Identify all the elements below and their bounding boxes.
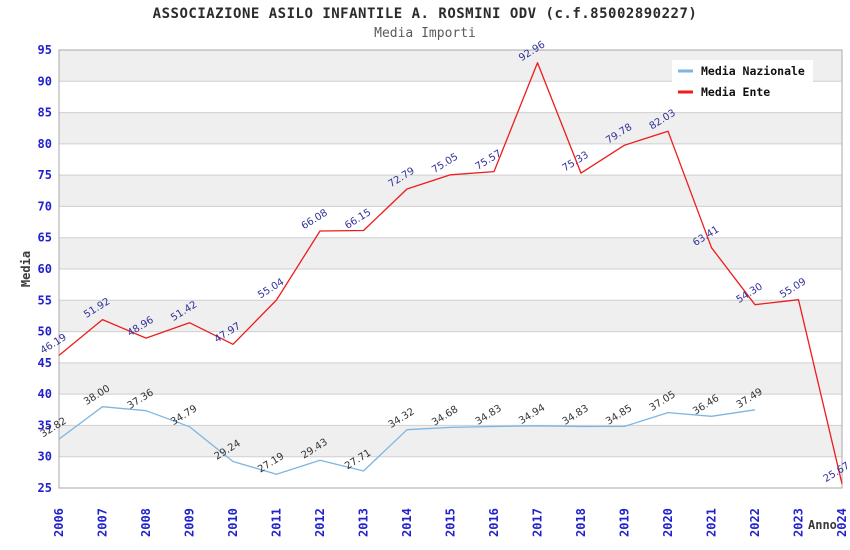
x-tick-label: 2015 (444, 508, 458, 537)
data-label: 34.94 (517, 402, 547, 427)
plot-frame (58, 49, 843, 489)
legend-label: Media Ente (701, 85, 770, 99)
legend-item-media-nazionale: Media Nazionale (678, 64, 805, 78)
y-tick-label: 25 (38, 481, 52, 495)
data-label: 75.33 (561, 150, 591, 175)
data-label: 34.68 (430, 404, 460, 429)
x-tick-label: 2011 (270, 508, 284, 537)
x-tick-label: 2014 (400, 508, 414, 537)
legend-label: Media Nazionale (701, 64, 805, 78)
y-tick-label: 95 (38, 43, 52, 57)
chart-subtitle: Media Importi (374, 26, 476, 41)
x-tick-label: 2008 (139, 508, 153, 537)
legend-item-media-ente: Media Ente (678, 85, 770, 99)
x-tick-label: 2010 (226, 508, 240, 537)
legend-box (672, 60, 813, 101)
data-label: 75.57 (474, 148, 504, 173)
y-tick-label: 30 (38, 450, 52, 464)
x-tick-label: 2021 (705, 508, 719, 537)
data-label: 34.85 (604, 403, 634, 428)
data-label: 66.08 (300, 208, 330, 233)
y-tick-label: 50 (38, 325, 52, 339)
y-tick-label: 40 (38, 387, 52, 401)
y-tick-label: 75 (38, 168, 52, 182)
data-label: 66.15 (343, 207, 373, 232)
x-axis-title: Anno (808, 518, 837, 532)
x-tick-label: 2017 (531, 508, 545, 537)
x-tick-label: 2006 (52, 508, 66, 537)
chart-title: ASSOCIAZIONE ASILO INFANTILE A. ROSMINI … (152, 6, 698, 22)
y-tick-label: 60 (38, 262, 52, 276)
series-line-media-nazionale (58, 406, 756, 475)
x-tick-label: 2023 (792, 508, 806, 537)
x-tick-label: 2012 (313, 508, 327, 537)
y-axis-ticks: 25 30 35 40 45 50 55 60 65 70 75 80 85 90 95 (38, 43, 52, 495)
series-line-media-ente (58, 62, 843, 484)
y-tick-label: 35 (38, 418, 52, 432)
grid-bands (59, 50, 842, 457)
y-tick-label: 85 (38, 106, 52, 120)
y-tick-label: 70 (38, 199, 52, 213)
x-tick-label: 2007 (96, 508, 110, 537)
data-label: 25.67 (822, 460, 850, 485)
x-tick-label: 2019 (618, 508, 632, 537)
x-tick-label: 2020 (661, 508, 675, 537)
x-axis-ticks: 2006 2007 2008 2009 2010 2011 2012 2013 2014 2015… (52, 508, 849, 537)
data-label: 75.05 (430, 151, 460, 176)
y-tick-label: 80 (38, 137, 52, 151)
data-label: 36.46 (691, 393, 721, 418)
data-label: 55.09 (778, 276, 808, 301)
x-tick-label: 2016 (487, 508, 501, 537)
legend: Media Nazionale Media Ente (672, 60, 813, 101)
x-tick-label: 2009 (183, 508, 197, 537)
x-tick-label: 2024 (835, 508, 849, 537)
x-tick-label: 2022 (748, 508, 762, 537)
y-axis-title: Media (19, 251, 33, 287)
x-tick-label: 2018 (574, 508, 588, 537)
data-label: 55.04 (256, 277, 286, 302)
y-tick-label: 90 (38, 74, 52, 88)
data-label: 34.83 (474, 403, 504, 428)
x-tick-label: 2013 (357, 508, 371, 537)
y-tick-label: 55 (38, 293, 52, 307)
y-tick-label: 45 (38, 356, 52, 370)
y-tick-label: 65 (38, 231, 52, 245)
data-label: 34.83 (561, 403, 591, 428)
